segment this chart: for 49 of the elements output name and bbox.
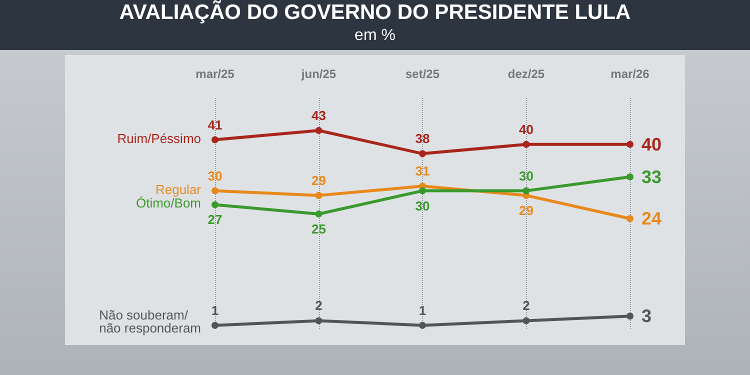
data-label: 30 — [415, 198, 430, 214]
point — [626, 215, 634, 222]
series-label: Regular — [155, 182, 202, 197]
x-tick-label: jun/25 — [300, 67, 336, 81]
point — [522, 140, 530, 148]
data-label: 33 — [642, 166, 662, 187]
data-label: 30 — [519, 168, 534, 184]
point — [212, 187, 218, 194]
series-label: Não souberam/ não responderam — [99, 307, 202, 336]
data-label: 31 — [415, 164, 430, 179]
data-label: 1 — [211, 302, 219, 318]
point — [419, 187, 426, 194]
point — [212, 201, 218, 208]
point — [522, 187, 530, 194]
point — [315, 192, 322, 199]
data-label: 1 — [418, 302, 426, 318]
point — [315, 317, 322, 324]
point — [626, 140, 634, 148]
data-label: 41 — [208, 117, 222, 132]
point — [419, 150, 426, 158]
point — [626, 173, 634, 180]
point — [626, 312, 634, 320]
data-label: 43 — [312, 108, 326, 123]
data-label: 40 — [642, 134, 662, 154]
data-label: 24 — [642, 208, 662, 229]
chart-title: AVALIAÇÃO DO GOVERNO DO PRESIDENTE LULA — [118, 0, 632, 26]
series-label: Ruim/Péssimo — [117, 130, 201, 146]
x-tick-label: mar/25 — [196, 67, 235, 81]
point — [315, 126, 322, 134]
data-label: 2 — [522, 298, 530, 314]
data-label: 25 — [312, 222, 326, 236]
x-tick-label: dez/25 — [508, 67, 545, 81]
point — [522, 317, 530, 324]
data-label: 40 — [519, 122, 534, 137]
point — [315, 210, 322, 218]
x-tick-label: mar/26 — [610, 67, 650, 81]
data-label: 29 — [519, 202, 534, 218]
data-label: 29 — [312, 172, 326, 188]
point — [419, 322, 426, 329]
series-label: Ótimo/Bom — [136, 196, 202, 211]
data-label: 27 — [208, 212, 222, 228]
point — [212, 322, 218, 329]
chart-subtitle: em % — [354, 26, 396, 46]
point — [212, 136, 218, 144]
data-label: 30 — [208, 168, 222, 184]
data-label: 3 — [642, 306, 652, 326]
data-label: 2 — [315, 298, 322, 314]
data-label: 38 — [415, 131, 430, 146]
x-tick-label: set/25 — [405, 67, 440, 81]
